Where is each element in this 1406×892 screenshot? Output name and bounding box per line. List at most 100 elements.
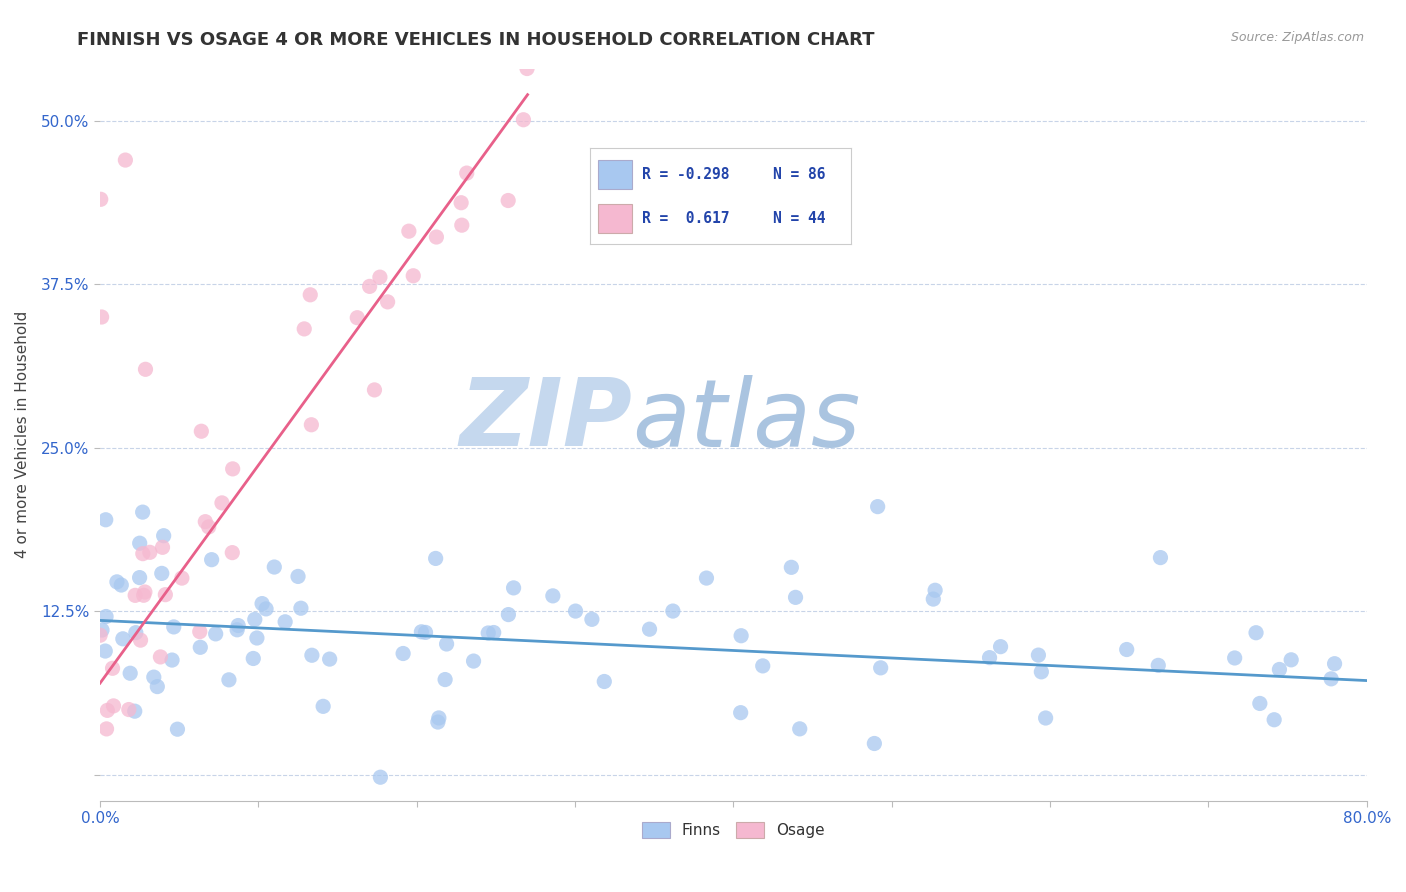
Point: [990, 640, 1012, 654]
Point: [482, 625, 505, 640]
Point: [564, 604, 586, 618]
Point: [477, 626, 499, 640]
Text: R = -0.298: R = -0.298: [643, 167, 730, 182]
Point: [299, 287, 322, 301]
Point: [101, 661, 124, 675]
Point: [190, 424, 212, 438]
Point: [1263, 713, 1285, 727]
Point: [869, 661, 891, 675]
Point: [425, 551, 447, 566]
Point: [516, 62, 538, 76]
Point: [287, 569, 309, 583]
Point: [105, 574, 128, 589]
Point: [425, 230, 447, 244]
Point: [188, 640, 211, 655]
Point: [114, 153, 136, 167]
Point: [638, 622, 661, 636]
Point: [124, 588, 146, 602]
Point: [90, 192, 112, 206]
Point: [751, 659, 773, 673]
Point: [979, 650, 1001, 665]
Point: [120, 666, 142, 681]
Point: [166, 722, 188, 736]
Point: [1323, 657, 1346, 671]
Point: [312, 699, 335, 714]
Point: [201, 552, 224, 566]
Point: [863, 737, 886, 751]
Point: [434, 673, 457, 687]
Text: atlas: atlas: [633, 375, 860, 466]
Point: [1031, 665, 1053, 679]
Point: [139, 545, 162, 559]
Point: [436, 637, 458, 651]
Point: [134, 362, 156, 376]
Point: [1149, 550, 1171, 565]
Point: [155, 588, 177, 602]
Point: [780, 560, 803, 574]
Point: [785, 591, 807, 605]
Point: [132, 588, 155, 602]
Point: [411, 624, 433, 639]
Point: [188, 624, 211, 639]
Point: [363, 383, 385, 397]
Point: [377, 294, 399, 309]
Point: [132, 547, 155, 561]
Point: [204, 627, 226, 641]
Text: Source: ZipAtlas.com: Source: ZipAtlas.com: [1230, 31, 1364, 45]
Point: [263, 560, 285, 574]
Point: [695, 571, 717, 585]
Point: [593, 674, 616, 689]
Point: [197, 520, 219, 534]
Point: [1249, 697, 1271, 711]
Point: [359, 279, 381, 293]
Point: [131, 505, 153, 519]
Point: [142, 670, 165, 684]
Point: [415, 625, 437, 640]
Point: [1244, 625, 1267, 640]
Point: [103, 698, 125, 713]
Text: R =  0.617: R = 0.617: [643, 211, 730, 226]
Text: N = 44: N = 44: [773, 211, 825, 226]
Point: [512, 112, 534, 127]
Point: [194, 515, 217, 529]
Y-axis label: 4 or more Vehicles in Household: 4 or more Vehicles in Household: [15, 311, 30, 558]
Point: [221, 546, 243, 560]
Point: [502, 581, 524, 595]
Point: [1028, 648, 1050, 662]
Point: [318, 652, 340, 666]
Text: N = 86: N = 86: [773, 167, 825, 182]
Point: [456, 166, 478, 180]
Point: [450, 195, 472, 210]
Point: [299, 417, 322, 432]
Point: [292, 322, 315, 336]
Point: [274, 615, 297, 629]
Bar: [598, 160, 631, 188]
Point: [211, 496, 233, 510]
Point: [94, 513, 117, 527]
Point: [96, 722, 118, 736]
Point: [496, 194, 519, 208]
Point: [346, 310, 368, 325]
Point: [94, 644, 117, 658]
Point: [368, 270, 391, 285]
Point: [163, 620, 186, 634]
Point: [402, 268, 425, 283]
Point: [226, 618, 249, 632]
Point: [160, 653, 183, 667]
Point: [149, 649, 172, 664]
Point: [111, 632, 134, 646]
Point: [110, 578, 132, 592]
Text: ZIP: ZIP: [460, 374, 633, 466]
Point: [398, 224, 420, 238]
Point: [1035, 711, 1057, 725]
Text: FINNISH VS OSAGE 4 OR MORE VEHICLES IN HOUSEHOLD CORRELATION CHART: FINNISH VS OSAGE 4 OR MORE VEHICLES IN H…: [77, 31, 875, 49]
Point: [170, 571, 193, 585]
Point: [146, 680, 169, 694]
Point: [1268, 663, 1291, 677]
Point: [128, 536, 150, 550]
Point: [254, 602, 277, 616]
Point: [730, 629, 752, 643]
Point: [1115, 642, 1137, 657]
Legend: Finns, Osage: Finns, Osage: [636, 816, 831, 845]
Point: [94, 609, 117, 624]
